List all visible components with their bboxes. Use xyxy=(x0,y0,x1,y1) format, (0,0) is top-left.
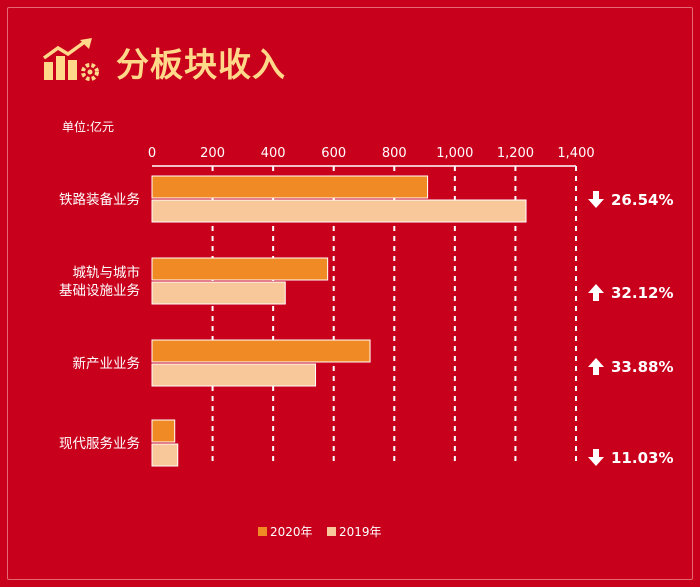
change-percent: 26.54% xyxy=(611,191,673,209)
bar-2019 xyxy=(151,281,286,305)
x-tick-label: 0 xyxy=(148,146,156,161)
category-label: 基础设施业务 xyxy=(59,282,140,299)
x-tick-label: 400 xyxy=(261,146,286,161)
page-title: 分板块收入 xyxy=(116,45,286,84)
legend-swatch xyxy=(258,527,267,536)
unit-label: 单位:亿元 xyxy=(62,120,115,134)
x-tick-label: 1,000 xyxy=(436,146,473,161)
bar-2020 xyxy=(151,419,176,443)
legend-label: 2020年 xyxy=(270,525,313,539)
bar-2020 xyxy=(151,175,429,199)
bar-2020 xyxy=(151,257,329,281)
x-tick-label: 800 xyxy=(382,146,407,161)
x-tick-label: 1,200 xyxy=(497,146,534,161)
arrow-down-icon xyxy=(588,191,604,208)
x-tick-label: 200 xyxy=(200,146,225,161)
category-label: 城轨与城市 xyxy=(73,264,141,281)
x-tick-label: 600 xyxy=(321,146,346,161)
bar-2019 xyxy=(151,363,317,387)
category-label: 新产业业务 xyxy=(73,356,141,372)
arrow-up-icon xyxy=(588,358,604,375)
change-percent: 32.12% xyxy=(611,284,673,302)
legend-label: 2019年 xyxy=(339,525,382,539)
arrow-up-icon xyxy=(588,284,604,301)
change-percent: 33.88% xyxy=(611,358,673,376)
category-label: 铁路装备业务 xyxy=(59,191,140,208)
legend-swatch xyxy=(327,527,336,536)
bar-2019 xyxy=(151,199,527,223)
bar-2019 xyxy=(151,443,179,467)
arrow-down-icon xyxy=(588,449,604,466)
category-label: 现代服务业务 xyxy=(59,436,140,452)
x-tick-label: 1,400 xyxy=(557,146,594,161)
change-percent: 11.03% xyxy=(611,449,673,467)
bar-2020 xyxy=(151,339,371,363)
chart-growth-gear-icon xyxy=(42,38,99,81)
